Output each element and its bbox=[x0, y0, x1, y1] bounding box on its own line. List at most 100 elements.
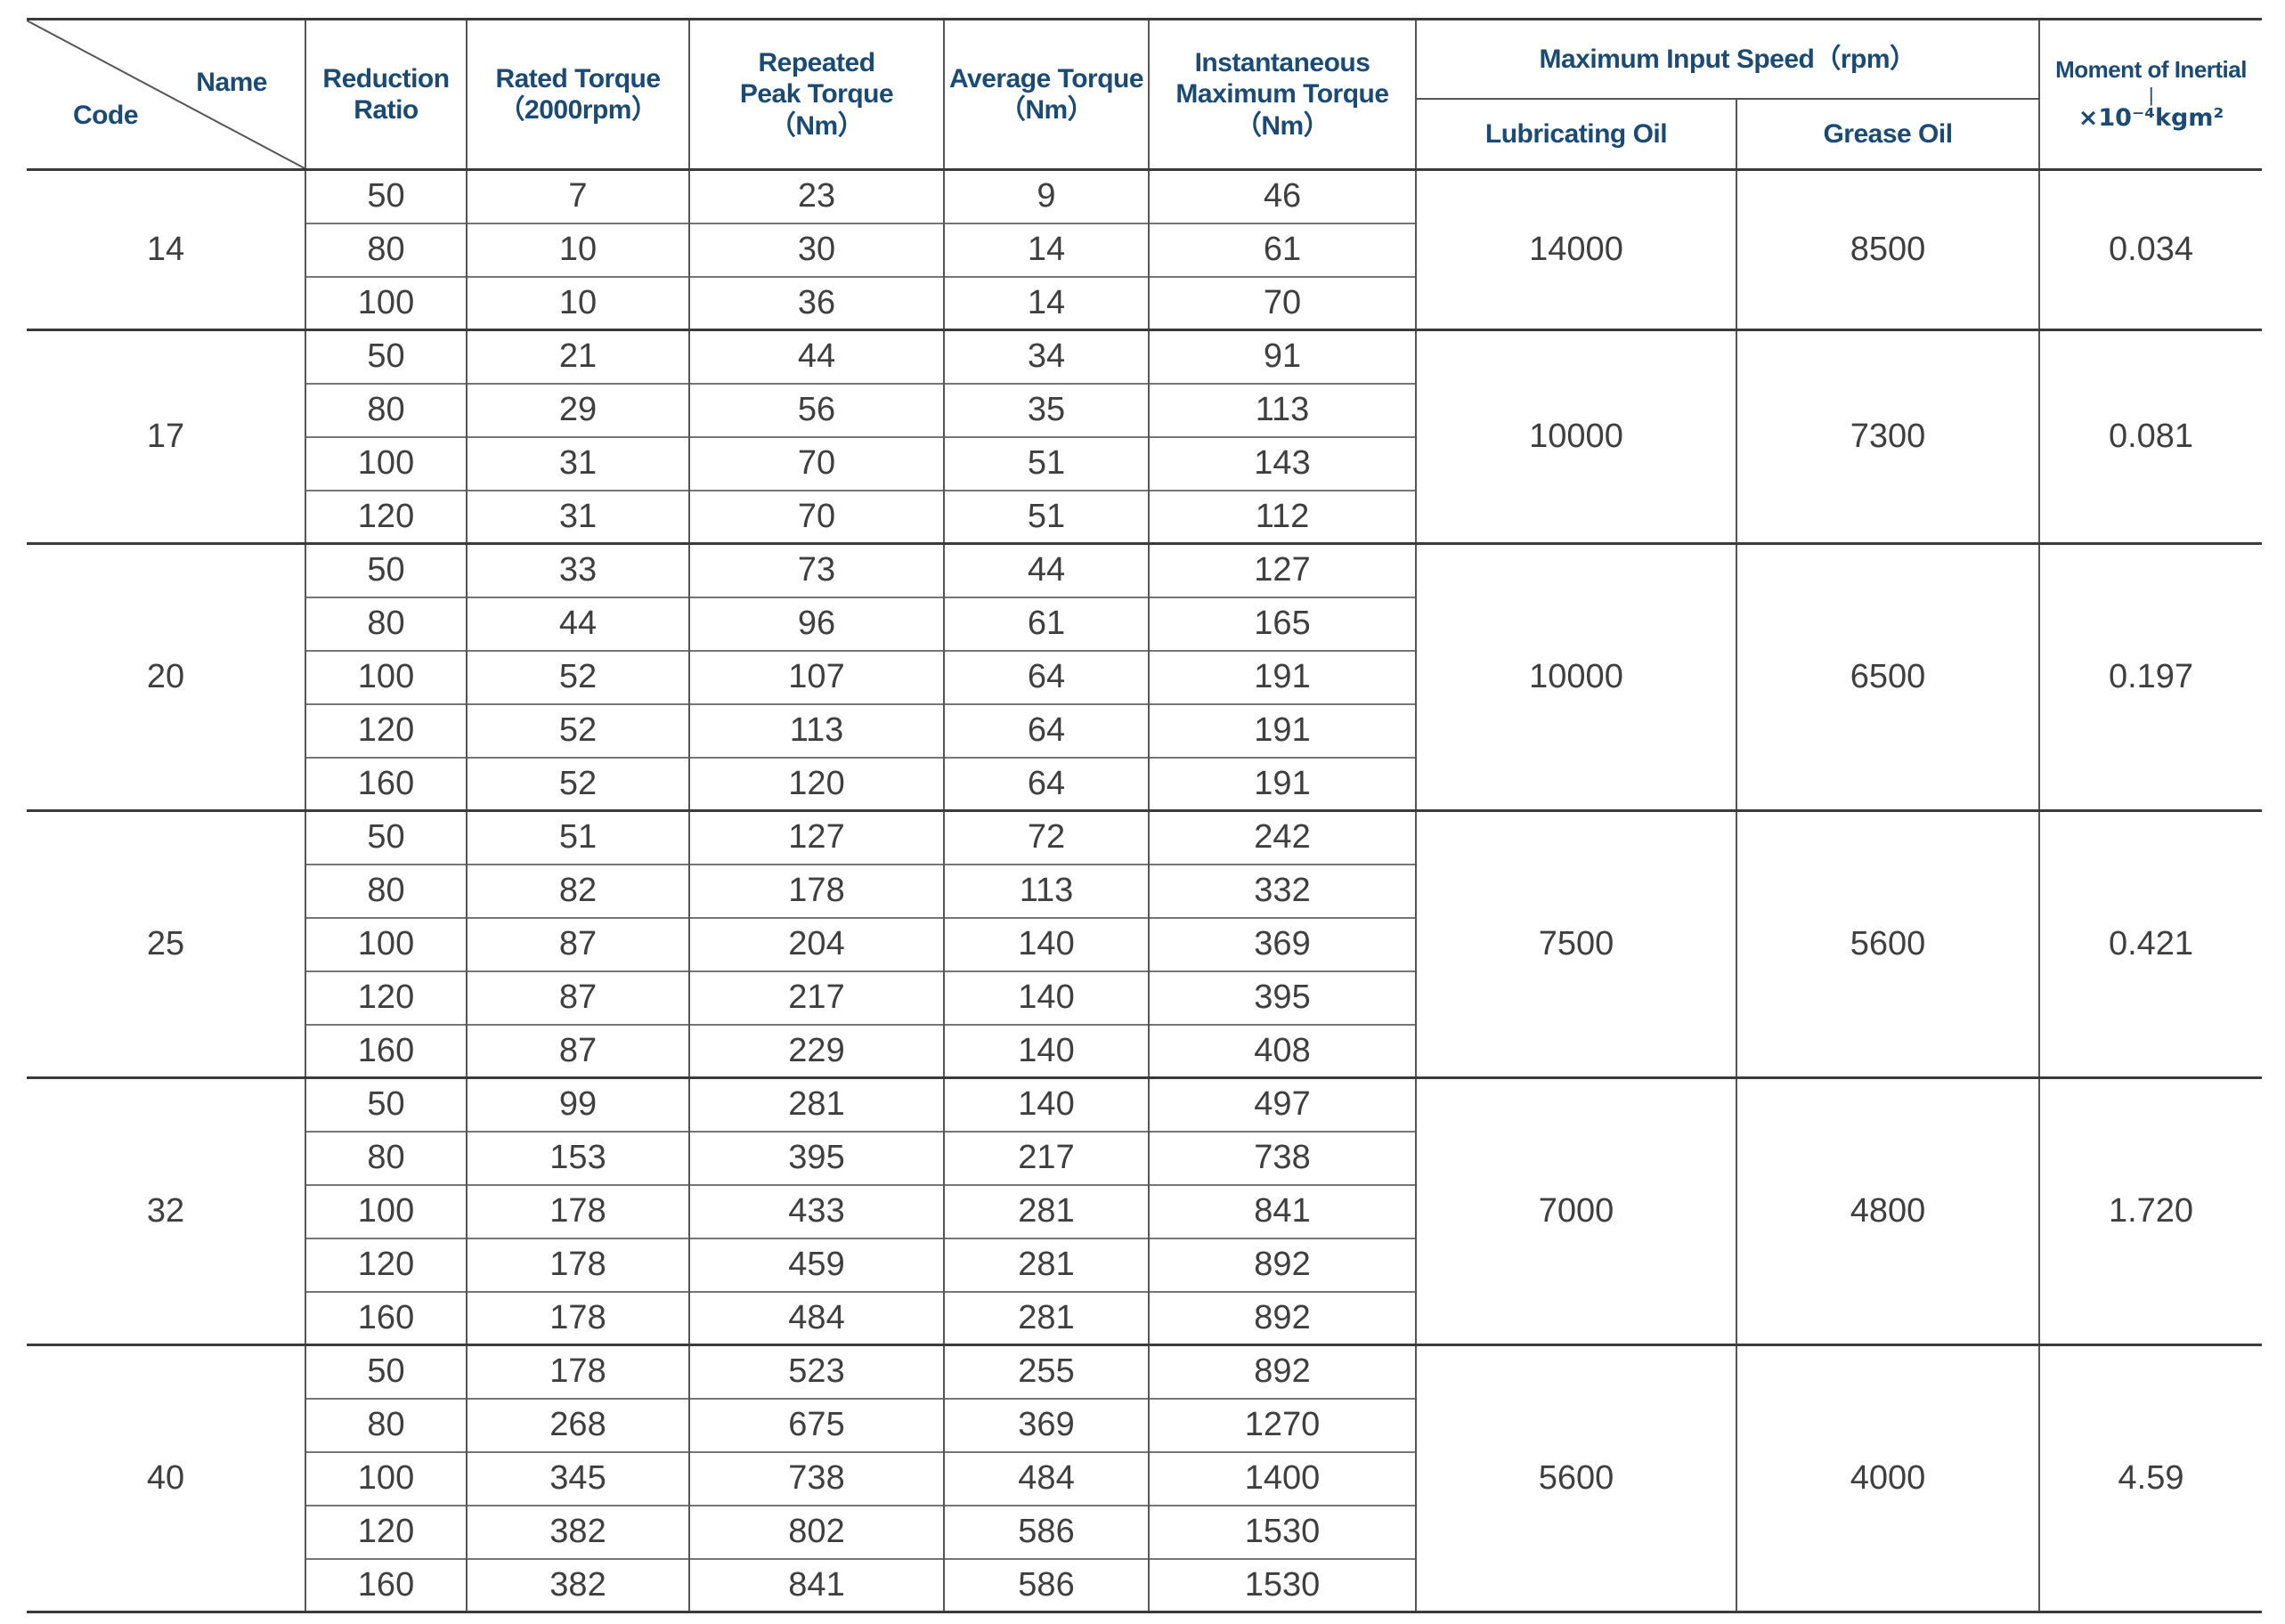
repeated-peak-torque-cell: 523 bbox=[688, 1344, 944, 1399]
instantaneous-max-torque-cell: 91 bbox=[1148, 329, 1416, 384]
instantaneous-max-torque-cell: 892 bbox=[1148, 1237, 1416, 1292]
average-torque-cell: 140 bbox=[943, 970, 1149, 1025]
reduction-ratio-cell: 100 bbox=[305, 1183, 467, 1238]
col-header-moment-of-inertia: Moment of Inertial | ×10⁻⁴kgm² bbox=[2038, 19, 2263, 170]
reduction-ratio-cell: 80 bbox=[305, 863, 467, 918]
average-torque-cell: 369 bbox=[943, 1397, 1149, 1452]
instantaneous-max-torque-cell: 1530 bbox=[1148, 1557, 1416, 1612]
average-torque-cell: 140 bbox=[943, 916, 1149, 971]
average-torque-cell: 14 bbox=[943, 222, 1149, 277]
reduction-ratio-cell: 80 bbox=[305, 1397, 467, 1452]
table-row: 20 50 33 73 44 127 10000 6500 0.197 bbox=[27, 542, 2263, 811]
rated-torque-cell: 7 bbox=[466, 168, 689, 223]
table-body: 14 50 7 23 9 46 14000 8500 0.034 80 10 30 14 61 100 10 3… bbox=[27, 168, 2263, 1612]
table-row: 160 52 120 64 191 bbox=[27, 756, 2262, 811]
average-torque-cell: 140 bbox=[943, 1076, 1149, 1132]
table-row: 80 44 96 61 165 bbox=[27, 596, 2262, 651]
instantaneous-max-torque-cell: 1400 bbox=[1148, 1450, 1416, 1506]
instantaneous-max-torque-cell: 892 bbox=[1148, 1344, 1416, 1399]
instantaneous-max-torque-cell: 1530 bbox=[1148, 1504, 1416, 1559]
diagonal-line bbox=[27, 20, 305, 168]
reduction-ratio-cell: 120 bbox=[305, 1504, 467, 1559]
rated-torque-cell: 52 bbox=[466, 702, 689, 758]
rated-torque-cell: 52 bbox=[466, 756, 689, 811]
instantaneous-max-torque-cell: 242 bbox=[1148, 809, 1416, 865]
table-row: 40 50 178 523 255 892 5600 4000 4.59 bbox=[27, 1344, 2263, 1612]
grease-oil-speed-cell: 8500 bbox=[1735, 168, 2040, 330]
repeated-peak-torque-cell: 459 bbox=[688, 1237, 944, 1292]
average-torque-cell: 113 bbox=[943, 863, 1149, 918]
reduction-ratio-cell: 80 bbox=[305, 382, 467, 437]
lubricating-oil-speed-cell: 14000 bbox=[1415, 168, 1736, 330]
repeated-peak-torque-cell: 70 bbox=[688, 489, 944, 544]
rated-torque-cell: 52 bbox=[466, 649, 689, 704]
average-torque-cell: 281 bbox=[943, 1183, 1149, 1238]
grease-oil-speed-cell: 4000 bbox=[1735, 1344, 2040, 1612]
reduction-ratio-cell: 50 bbox=[305, 168, 467, 223]
table-row: 80 82 178 113 332 bbox=[27, 863, 2262, 918]
reduction-ratio-cell: 100 bbox=[305, 649, 467, 704]
reduction-ratio-cell: 120 bbox=[305, 970, 467, 1025]
moment-of-inertia-cell: 0.081 bbox=[2038, 329, 2263, 544]
col-header-grease-oil-label: Grease Oil bbox=[1823, 118, 1953, 149]
rated-torque-cell: 153 bbox=[466, 1130, 689, 1185]
repeated-peak-torque-cell: 30 bbox=[688, 222, 944, 277]
col-header-max-input-speed: Maximum Input Speed（rpm） bbox=[1414, 19, 2040, 101]
average-torque-cell: 35 bbox=[943, 382, 1149, 437]
lubricating-oil-speed-cell: 10000 bbox=[1415, 542, 1736, 811]
instantaneous-max-torque-cell: 143 bbox=[1148, 435, 1416, 491]
table-row: 120 31 70 51 112 bbox=[27, 489, 2262, 544]
instantaneous-max-torque-cell: 127 bbox=[1148, 542, 1416, 597]
reduction-ratio-cell: 50 bbox=[305, 1344, 467, 1399]
average-torque-cell: 72 bbox=[943, 809, 1149, 865]
reduction-ratio-cell: 120 bbox=[305, 702, 467, 758]
rated-torque-cell: 87 bbox=[466, 916, 689, 971]
repeated-peak-torque-cell: 36 bbox=[688, 275, 944, 330]
reduction-ratio-cell: 50 bbox=[305, 809, 467, 865]
table-row: 160 178 484 281 892 bbox=[27, 1290, 2262, 1345]
repeated-peak-torque-cell: 675 bbox=[688, 1397, 944, 1452]
rated-torque-cell: 87 bbox=[466, 970, 689, 1025]
repeated-peak-torque-cell: 120 bbox=[688, 756, 944, 811]
col-header-rated-torque-label: Rated Torque （2000rpm） bbox=[495, 63, 661, 125]
table-row: 80 10 30 14 61 bbox=[27, 222, 2262, 277]
moment-of-inertia-title: Moment of Inertial bbox=[2055, 55, 2247, 83]
average-torque-cell: 281 bbox=[943, 1290, 1149, 1345]
rated-torque-cell: 178 bbox=[466, 1183, 689, 1238]
rated-torque-cell: 44 bbox=[466, 596, 689, 651]
rated-torque-cell: 178 bbox=[466, 1290, 689, 1345]
rated-torque-cell: 51 bbox=[466, 809, 689, 865]
repeated-peak-torque-cell: 113 bbox=[688, 702, 944, 758]
table-row: 32 50 99 281 140 497 7000 4800 1.720 bbox=[27, 1076, 2263, 1345]
instantaneous-max-torque-cell: 191 bbox=[1148, 756, 1416, 811]
repeated-peak-torque-cell: 433 bbox=[688, 1183, 944, 1238]
corner-diagonal-cell: Name Code bbox=[27, 20, 305, 168]
reduction-ratio-cell: 100 bbox=[305, 916, 467, 971]
average-torque-cell: 140 bbox=[943, 1023, 1149, 1078]
code-cell: 14 bbox=[27, 168, 305, 330]
reduction-ratio-cell: 160 bbox=[305, 1557, 467, 1612]
table-row: 100 52 107 64 191 bbox=[27, 649, 2262, 704]
instantaneous-max-torque-cell: 46 bbox=[1148, 168, 1416, 223]
lubricating-oil-speed-cell: 7500 bbox=[1415, 809, 1736, 1078]
instantaneous-max-torque-cell: 497 bbox=[1148, 1076, 1416, 1132]
average-torque-cell: 64 bbox=[943, 649, 1149, 704]
reduction-ratio-cell: 50 bbox=[305, 329, 467, 384]
col-header-reduction-ratio: Reduction Ratio bbox=[305, 19, 467, 170]
table-row: 160 382 841 586 1530 bbox=[27, 1557, 2262, 1612]
table-row: 80 153 395 217 738 bbox=[27, 1130, 2262, 1185]
repeated-peak-torque-cell: 107 bbox=[688, 649, 944, 704]
instantaneous-max-torque-cell: 165 bbox=[1148, 596, 1416, 651]
average-torque-cell: 34 bbox=[943, 329, 1149, 384]
reduction-ratio-cell: 80 bbox=[305, 222, 467, 277]
instantaneous-max-torque-cell: 191 bbox=[1148, 649, 1416, 704]
repeated-peak-torque-cell: 23 bbox=[688, 168, 944, 223]
rated-torque-cell: 268 bbox=[466, 1397, 689, 1452]
table-row: 120 382 802 586 1530 bbox=[27, 1504, 2262, 1559]
moment-of-inertia-cell: 0.197 bbox=[2038, 542, 2263, 811]
table-row: 80 268 675 369 1270 bbox=[27, 1397, 2262, 1452]
col-header-instantaneous-max-torque: Instantaneous Maximum Torque （Nm） bbox=[1148, 19, 1416, 170]
average-torque-cell: 217 bbox=[943, 1130, 1149, 1185]
moment-of-inertia-header: Moment of Inertial | ×10⁻⁴kgm² bbox=[2040, 57, 2262, 132]
rated-torque-cell: 82 bbox=[466, 863, 689, 918]
